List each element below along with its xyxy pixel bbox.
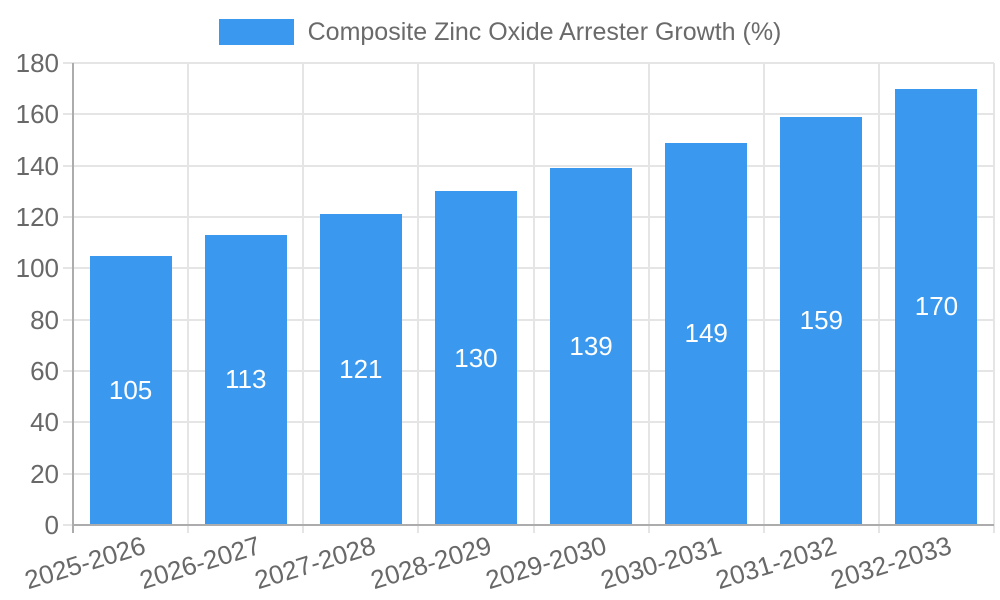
- legend[interactable]: Composite Zinc Oxide Arrester Growth (%): [0, 14, 1000, 50]
- gridline-h: [63, 113, 994, 116]
- bar-value-label: 121: [339, 354, 383, 385]
- x-tick-label: 2032-2033: [827, 530, 955, 596]
- bar-value-label: 170: [914, 291, 959, 322]
- y-tick-label: 80: [30, 304, 59, 335]
- x-tick-label: 2031-2032: [712, 530, 840, 596]
- bar[interactable]: 113: [204, 234, 287, 525]
- gridline-v: [187, 63, 190, 533]
- gridline-v: [302, 63, 305, 533]
- x-tick-label: 2026-2027: [136, 530, 265, 596]
- bar[interactable]: 149: [665, 142, 748, 525]
- y-axis-line: [72, 63, 74, 533]
- bar[interactable]: 170: [895, 88, 978, 525]
- gridline-v: [417, 63, 420, 533]
- y-tick-label: 140: [15, 150, 59, 181]
- y-tick-label: 60: [30, 356, 59, 386]
- gridline-v: [762, 63, 765, 533]
- bar-value-label: 105: [108, 374, 153, 405]
- gridline-v: [993, 63, 995, 533]
- bar-value-label: 113: [224, 364, 267, 395]
- bar-value-label: 139: [569, 331, 613, 362]
- y-tick-label: 40: [30, 407, 59, 438]
- y-tick-label: 120: [15, 202, 59, 232]
- x-tick-label: 2029-2030: [481, 530, 610, 596]
- y-tick-label: 160: [15, 99, 59, 130]
- bar[interactable]: 159: [780, 116, 863, 525]
- y-tick-label: 0: [44, 510, 59, 540]
- x-tick-label: 2027-2028: [251, 530, 380, 596]
- y-tick-label: 180: [15, 48, 59, 78]
- x-tick-label: 2028-2029: [366, 530, 495, 596]
- bar[interactable]: 139: [550, 168, 633, 525]
- bar-value-label: 159: [799, 305, 843, 336]
- bar[interactable]: 105: [89, 255, 172, 525]
- gridline-v: [647, 63, 650, 533]
- x-tick-label: 2025-2026: [21, 530, 150, 596]
- gridline-h: [63, 62, 994, 64]
- y-tick-label: 20: [30, 458, 59, 489]
- gridline-v: [532, 63, 535, 533]
- bar[interactable]: 121: [319, 214, 402, 525]
- bar-value-label: 149: [684, 318, 728, 349]
- legend-label: Composite Zinc Oxide Arrester Growth (%): [307, 17, 782, 46]
- bar-value-label: 130: [454, 342, 498, 373]
- bar[interactable]: 130: [434, 191, 517, 525]
- gridline-v: [877, 63, 880, 533]
- x-tick-label: 2030-2031: [596, 530, 725, 596]
- y-tick-label: 100: [15, 253, 59, 284]
- legend-swatch: [218, 19, 294, 45]
